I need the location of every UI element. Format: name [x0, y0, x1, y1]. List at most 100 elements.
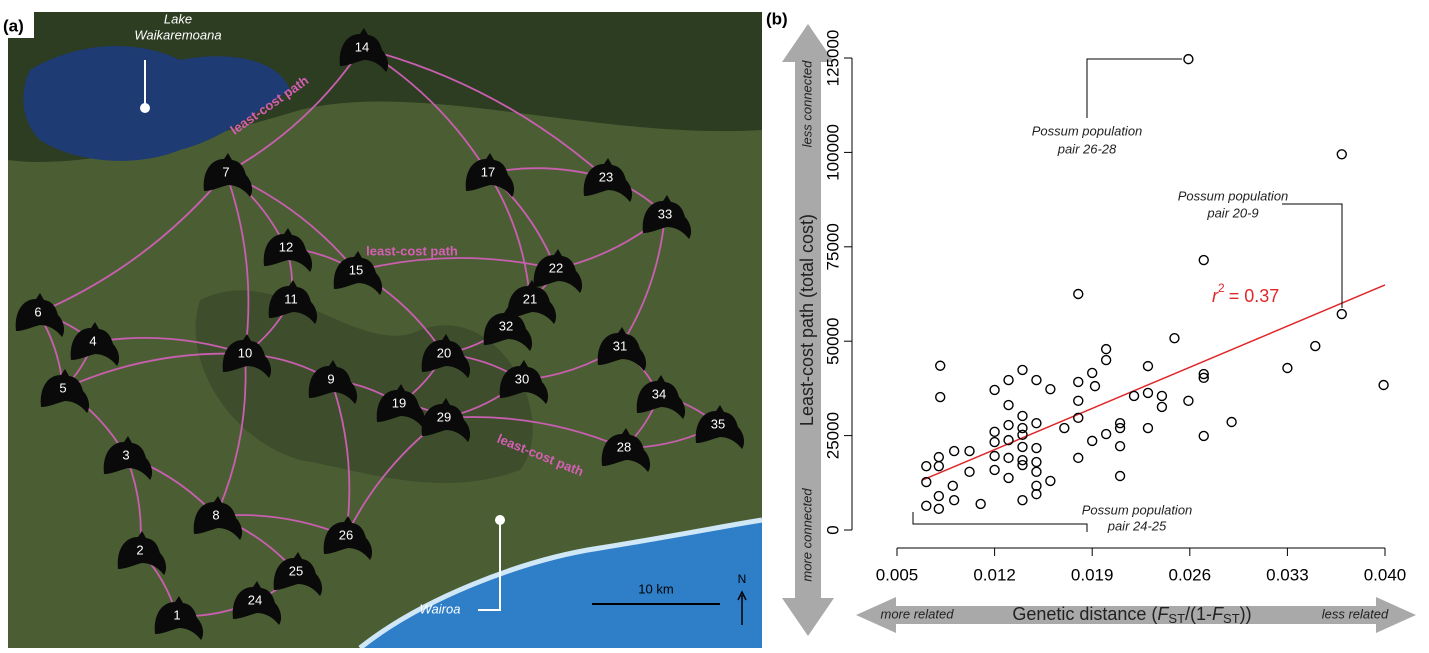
possum-icon — [695, 405, 745, 449]
point — [1198, 254, 1209, 266]
x-arrow-label: more related — [881, 606, 955, 621]
point — [1073, 288, 1084, 300]
point — [1336, 149, 1347, 160]
town-dot — [495, 515, 505, 525]
possum-icon — [333, 251, 383, 295]
callout-label: Possum population — [1082, 502, 1193, 517]
point — [1198, 430, 1209, 442]
point — [921, 500, 932, 512]
node-label: 31 — [613, 338, 627, 353]
point — [1031, 488, 1042, 500]
least-cost-path — [355, 257, 557, 272]
point — [1378, 379, 1389, 391]
callout-label: pair 24-25 — [1107, 518, 1167, 533]
node-label: 23 — [599, 169, 613, 184]
y-tick-label: 100000 — [823, 124, 842, 181]
possum-icon — [339, 28, 389, 72]
point — [1059, 422, 1070, 434]
point — [1017, 441, 1028, 453]
point — [1142, 360, 1154, 372]
node-label: 35 — [711, 416, 725, 431]
possum-icon — [263, 228, 313, 272]
callout-line — [912, 512, 1088, 532]
least-cost-path — [487, 172, 531, 301]
node-label: 33 — [658, 206, 672, 221]
y-arrow — [782, 24, 834, 636]
possum-icon — [222, 334, 272, 378]
point — [1310, 340, 1321, 352]
x-axis-label-part: F — [1212, 604, 1224, 624]
node-label: 7 — [222, 164, 229, 179]
possum-icon — [203, 153, 253, 197]
x-arrow-label: less related — [1322, 606, 1389, 621]
least-cost-path — [361, 47, 607, 179]
node-label: 12 — [279, 239, 293, 254]
y-tick-label: 0 — [823, 525, 842, 534]
lake — [23, 46, 290, 161]
panel-label-bg — [0, 12, 34, 38]
x-axis-label-part: ST — [1168, 611, 1185, 626]
trend-superscript: 2 — [1218, 281, 1225, 295]
possum-icon — [636, 375, 686, 419]
point — [1017, 410, 1028, 422]
callout-line — [1086, 58, 1182, 118]
node-label: 5 — [59, 380, 66, 395]
point — [1100, 428, 1112, 440]
point — [1003, 472, 1014, 484]
point — [989, 436, 1000, 448]
trend-label: r2 = 0.37 — [1212, 281, 1279, 306]
point — [1045, 475, 1056, 487]
lake-label: Waikaremoana — [134, 27, 221, 42]
point — [1226, 416, 1237, 428]
node-label: 2 — [136, 542, 143, 557]
x-axis-label-part: ST — [1223, 611, 1240, 626]
point — [1073, 376, 1084, 388]
trend-line — [921, 284, 1386, 481]
node-label: 14 — [355, 39, 369, 54]
x-tick-label: 0.012 — [973, 565, 1016, 584]
town-pointer — [478, 520, 501, 611]
possum-icon — [323, 516, 373, 560]
point — [1073, 412, 1084, 424]
possum-icon — [273, 552, 323, 596]
point — [1017, 454, 1028, 466]
point — [1128, 390, 1140, 402]
point — [1003, 419, 1014, 431]
node-label: 25 — [289, 563, 303, 578]
point — [933, 490, 945, 502]
y-tick-label: 75000 — [823, 223, 842, 270]
point — [1282, 362, 1293, 374]
point — [989, 426, 1000, 438]
point — [1114, 470, 1126, 482]
point — [1045, 383, 1056, 395]
point — [1003, 452, 1014, 464]
node-label: 26 — [339, 527, 353, 542]
point — [1086, 367, 1098, 379]
point — [1169, 332, 1180, 344]
node-label: 3 — [122, 447, 129, 462]
point — [1086, 435, 1098, 447]
node-label: 20 — [437, 345, 451, 360]
node-label: 17 — [481, 164, 495, 179]
point — [921, 476, 932, 488]
possum-icon — [421, 398, 471, 442]
node-label: 24 — [248, 592, 262, 607]
node-label: 21 — [523, 291, 537, 306]
possum-icon — [583, 158, 633, 202]
point — [1089, 380, 1101, 392]
point — [1114, 417, 1126, 429]
sea — [360, 520, 762, 648]
callout-label: pair 20-9 — [1206, 205, 1258, 220]
point — [933, 460, 945, 472]
point — [933, 451, 945, 463]
possum-icon — [232, 581, 282, 625]
point — [1142, 387, 1154, 399]
point — [1017, 364, 1028, 376]
x-axis-label-part: )) — [1240, 604, 1252, 624]
point — [1073, 395, 1084, 407]
point — [1017, 422, 1028, 434]
node-label: 15 — [349, 262, 363, 277]
point — [1031, 456, 1042, 468]
